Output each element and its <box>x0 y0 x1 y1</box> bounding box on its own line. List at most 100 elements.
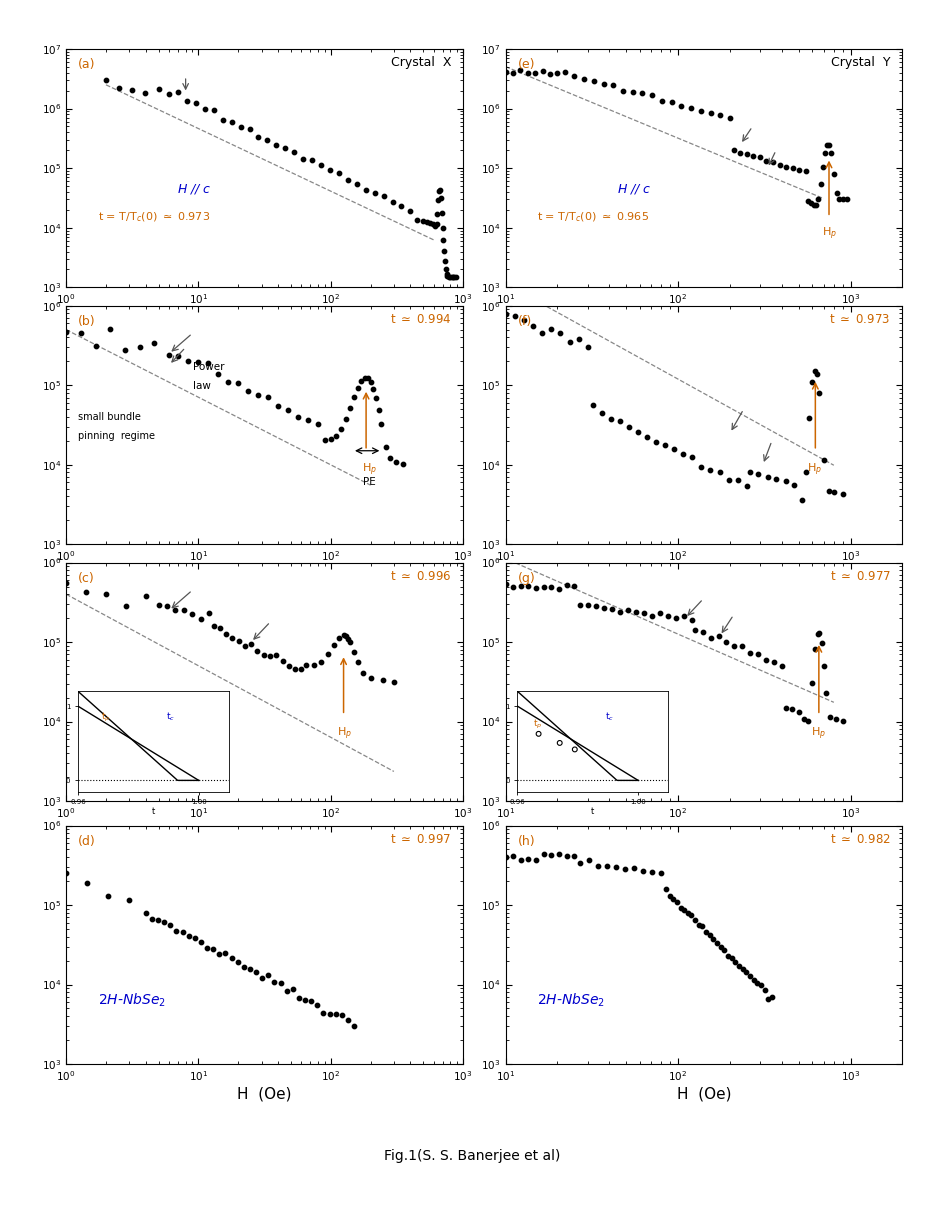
Point <box>742 966 757 986</box>
Point <box>206 939 221 959</box>
Point <box>256 645 271 664</box>
Point <box>805 196 820 215</box>
Point <box>146 333 161 352</box>
Point <box>534 61 549 81</box>
Point <box>184 604 199 624</box>
Point <box>831 190 846 209</box>
Point <box>331 164 346 183</box>
Text: t $\simeq$ 0.982: t $\simeq$ 0.982 <box>829 833 889 845</box>
Text: PE: PE <box>362 477 375 487</box>
Point <box>758 152 773 171</box>
Point <box>330 629 346 648</box>
Point <box>807 196 822 215</box>
Point <box>334 1005 349 1025</box>
Point <box>317 429 332 449</box>
Point <box>437 251 452 270</box>
Text: H$_p$: H$_p$ <box>810 725 825 741</box>
Point <box>594 402 609 422</box>
Point <box>771 155 786 175</box>
Text: Crystal  X: Crystal X <box>390 56 450 68</box>
Point <box>615 81 630 100</box>
Point <box>160 597 175 616</box>
Point <box>59 863 74 883</box>
Point <box>634 83 649 103</box>
Point <box>552 323 567 342</box>
Point <box>820 481 835 500</box>
Point <box>566 846 582 866</box>
Point <box>362 668 378 687</box>
Point <box>237 637 252 657</box>
Point <box>693 457 708 477</box>
Point <box>445 267 460 286</box>
Point <box>812 175 827 194</box>
Text: t $\simeq$ 0.994: t $\simeq$ 0.994 <box>389 313 450 325</box>
Point <box>662 885 677 905</box>
Point <box>702 629 717 648</box>
Point <box>816 450 831 470</box>
Point <box>215 110 230 130</box>
Point <box>193 609 208 629</box>
Point <box>322 160 337 180</box>
Point <box>773 656 788 675</box>
Point <box>362 372 378 391</box>
Point <box>132 338 147 357</box>
Point <box>581 850 596 870</box>
Point <box>750 465 765 484</box>
Point <box>360 368 375 388</box>
Point <box>505 577 520 597</box>
Point <box>790 702 805 722</box>
Point <box>218 943 233 963</box>
Point <box>572 854 587 873</box>
Point <box>602 410 617 429</box>
Point <box>515 311 531 330</box>
Point <box>750 643 765 663</box>
Point <box>435 230 450 249</box>
Point <box>745 147 760 166</box>
Point <box>817 143 832 163</box>
Point <box>838 190 853 209</box>
Point <box>138 904 153 923</box>
Point <box>758 651 773 670</box>
Point <box>528 850 543 870</box>
Point <box>151 79 166 99</box>
Point <box>658 879 673 899</box>
Point <box>520 64 535 83</box>
Point <box>705 929 720 949</box>
Point <box>447 267 463 286</box>
Point <box>617 860 632 879</box>
Point <box>260 130 275 149</box>
Point <box>628 602 643 621</box>
Point <box>598 856 614 876</box>
Point <box>731 956 746 976</box>
Point <box>585 71 600 91</box>
Point <box>710 626 725 646</box>
Point <box>635 861 650 881</box>
Point <box>346 1016 362 1036</box>
Text: t = T/T$_c$(0) $\simeq$ 0.973: t = T/T$_c$(0) $\simeq$ 0.973 <box>98 210 210 225</box>
Point <box>310 415 325 434</box>
Text: t $\simeq$ 0.997: t $\simeq$ 0.997 <box>390 833 450 845</box>
Point <box>777 698 792 718</box>
Point <box>801 408 816 428</box>
Text: Power: Power <box>193 362 225 372</box>
Point <box>436 241 451 260</box>
Point <box>734 636 750 656</box>
Point <box>821 707 836 726</box>
Point <box>197 99 212 119</box>
Point <box>340 170 355 190</box>
Text: Crystal  Y: Crystal Y <box>830 56 889 68</box>
Point <box>759 467 774 487</box>
Point <box>162 916 177 936</box>
Point <box>664 92 679 111</box>
Point <box>675 445 690 465</box>
Point <box>497 575 513 594</box>
Point <box>513 60 528 79</box>
Point <box>716 940 732 960</box>
Point <box>513 577 528 597</box>
Point <box>793 490 808 510</box>
Point <box>144 909 160 928</box>
Point <box>244 635 259 654</box>
Point <box>79 873 94 893</box>
Point <box>138 586 153 605</box>
Point <box>619 600 634 620</box>
